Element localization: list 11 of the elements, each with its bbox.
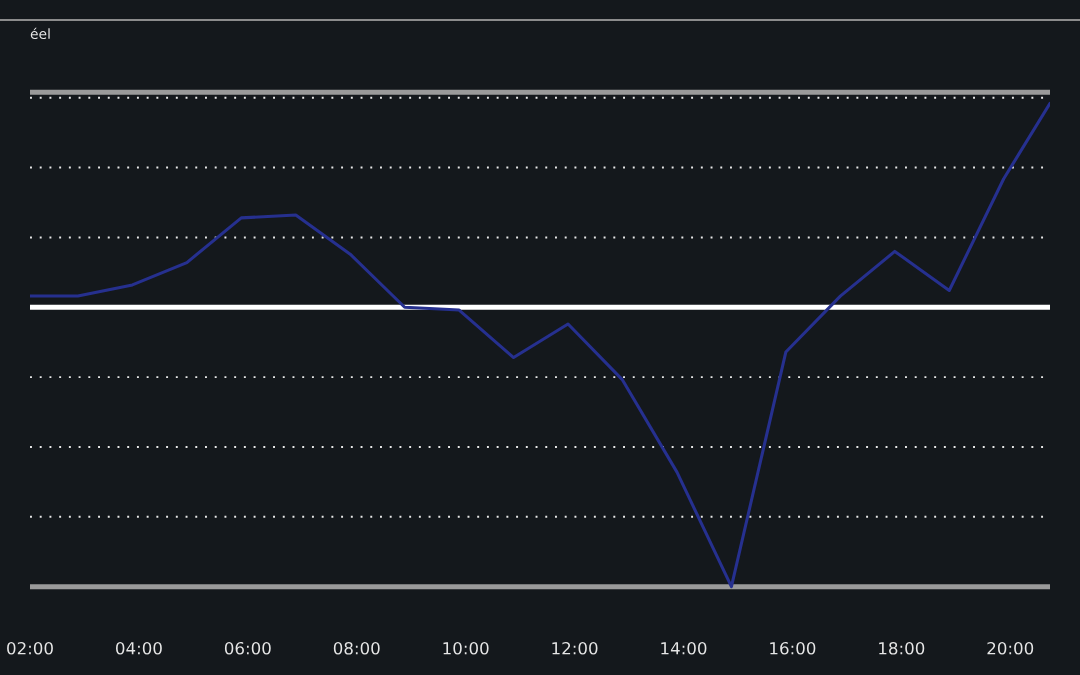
- x-tick-label: 08:00: [333, 641, 380, 655]
- x-tick-label: 16:00: [770, 641, 816, 655]
- x-tick-label: 20:00: [987, 641, 1034, 655]
- x-tick-label: 02:00: [7, 641, 53, 655]
- x-tick-label: 06:00: [224, 641, 271, 655]
- x-tick-label: 18:00: [879, 641, 925, 655]
- x-tick-label: 14:00: [661, 641, 707, 655]
- x-tick-label: 04:00: [116, 641, 162, 655]
- text: éel: [30, 27, 50, 40]
- x-tick-label: 12:00: [552, 641, 598, 655]
- x-tick-label: 10:00: [443, 641, 489, 655]
